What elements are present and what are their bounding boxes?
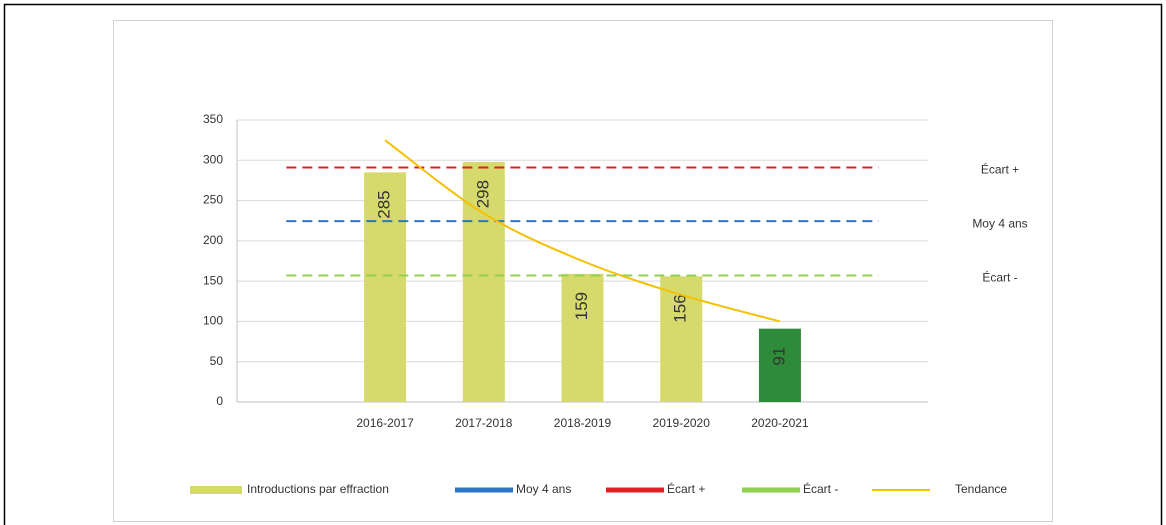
legend-label: Moy 4 ans — [516, 482, 571, 496]
legend-label: Introductions par effraction — [247, 482, 389, 496]
y-tick-label: 150 — [203, 273, 223, 287]
x-tick-label: 2019-2020 — [653, 416, 711, 430]
data-label: 156 — [671, 294, 690, 322]
legend-label: Écart + — [667, 481, 705, 496]
data-label: 91 — [769, 347, 788, 366]
bar — [660, 276, 703, 402]
data-label: 159 — [572, 292, 591, 320]
bar — [462, 161, 505, 402]
x-tick-label: 2018-2019 — [554, 416, 612, 430]
x-tick-label: 2016-2017 — [356, 416, 414, 430]
line-label: Écart - — [982, 270, 1017, 285]
legend-label: Tendance — [955, 482, 1007, 496]
x-tick-label: 2020-2021 — [751, 416, 809, 430]
frame — [3, 3, 1163, 525]
line-label: Écart + — [981, 162, 1019, 177]
chart-box — [113, 20, 1053, 522]
y-tick-label: 350 — [203, 112, 223, 126]
data-label: 298 — [473, 180, 492, 208]
bar — [758, 328, 801, 402]
y-tick-label: 50 — [210, 354, 224, 368]
data-label: 285 — [375, 190, 394, 218]
y-tick-label: 100 — [203, 314, 223, 328]
y-tick-label: 200 — [203, 233, 223, 247]
y-tick-label: 300 — [203, 152, 223, 166]
legend-swatch — [190, 486, 242, 494]
x-tick-label: 2017-2018 — [455, 416, 513, 430]
legend-label: Écart - — [803, 481, 838, 496]
y-tick-label: 0 — [216, 394, 223, 408]
line-series — [384, 139, 781, 323]
line-label: Moy 4 ans — [972, 216, 1027, 230]
y-tick-label: 250 — [203, 193, 223, 207]
bar — [561, 273, 604, 402]
bar — [364, 172, 407, 402]
